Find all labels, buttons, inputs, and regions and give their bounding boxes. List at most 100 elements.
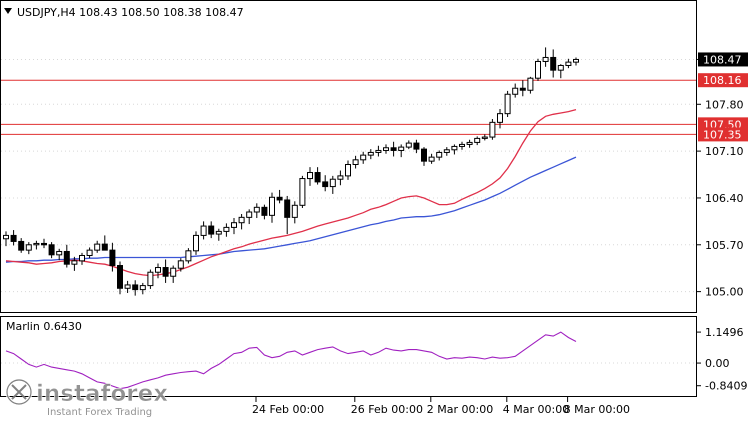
candle [269,192,275,223]
candle [519,80,526,97]
candle-body [139,285,146,291]
marlin-line [5,331,577,390]
candle-body [246,211,253,218]
candle-body [109,249,116,267]
level-tag-0-bg [698,73,748,88]
candle-body [428,156,435,162]
candle [170,265,177,283]
candle [443,147,450,156]
candle [155,263,161,279]
candle [527,76,534,94]
candle [162,259,169,283]
candle-body [79,254,85,262]
candle-body [261,206,268,216]
candle [185,248,192,264]
price-tick-label: 106.40 [705,192,744,205]
candle-body [25,244,32,251]
candle-body [436,151,443,158]
candle-body [284,199,291,218]
candle [535,58,541,81]
candle-body [421,148,427,162]
candle [550,49,557,78]
candle [246,209,253,225]
candle-body [117,265,123,289]
candle [573,57,579,66]
candle [101,235,108,251]
candle [383,144,389,154]
fast-ma-line [5,108,577,277]
candle [329,175,336,194]
candle-body [10,234,17,242]
candle-body [71,260,78,265]
candle-body [398,146,405,151]
candle-body [299,178,306,206]
oscillator-tick-label: 0.00 [705,357,730,370]
marlin-oscillator [1,331,696,390]
candle [94,240,101,253]
candle [413,139,420,154]
candle-body [345,164,351,177]
candle [481,134,488,141]
candle [3,231,9,247]
candle-body [124,284,131,289]
candle-body [238,216,245,224]
price-tick-label: 105.70 [705,239,744,252]
candle-body [413,142,420,150]
oscillator-tick-label: 1.1496 [705,326,744,339]
candle-body [497,113,503,123]
candle-body [291,204,298,218]
candle [421,147,427,166]
candle [56,248,63,261]
candle [428,153,435,164]
candle [147,269,154,289]
candle [512,83,519,98]
symbol-ohlc-text: USDJPY,H4 108.43 108.50 108.38 108.47 [17,6,244,19]
candle-body [565,61,572,66]
candle-body [481,136,488,139]
candle-body [489,121,496,138]
candle [345,160,351,180]
candle [542,47,549,67]
candle-body [3,234,9,240]
horizontal-levels [1,79,696,135]
candle [291,201,298,224]
indicator-pane [0,316,697,397]
candle [459,141,465,150]
candle [25,242,32,255]
candle-body [375,149,382,153]
candle [41,238,47,249]
level-tag-2-label: 107.35 [703,128,742,141]
oscillator-axis: 1.1496 0.00 -0.8409 [697,326,747,393]
candle [71,256,78,271]
candle-body [48,244,55,256]
candle [284,195,291,235]
candle-body [33,242,40,246]
candle [109,242,116,272]
brand-tagline: Instant Forex Trading [47,407,152,418]
collapse-triangle-icon[interactable] [4,8,12,14]
candle [390,141,397,157]
candle [398,144,405,158]
candle [18,238,25,253]
price-tick-label: 107.10 [705,145,744,158]
candle [307,167,313,186]
candle-body [63,250,70,265]
candle-body [443,149,450,153]
time-tick-label: 26 Feb 00:00 [351,403,423,416]
level-tag-2-bg [698,127,748,142]
candle-body [352,159,359,165]
candle [352,155,359,169]
price-pane [0,0,697,313]
candle-body [504,93,511,115]
candle-body [208,225,215,235]
candle-body [390,147,397,151]
current-price-tag-bg [698,52,748,67]
candle-body [360,154,367,161]
candle-body [193,234,199,252]
candle-body [405,142,412,148]
candle [117,261,123,295]
brand-name: instaforex [36,381,168,407]
candle [299,175,306,208]
candle-body [177,260,184,269]
candle [314,167,321,185]
